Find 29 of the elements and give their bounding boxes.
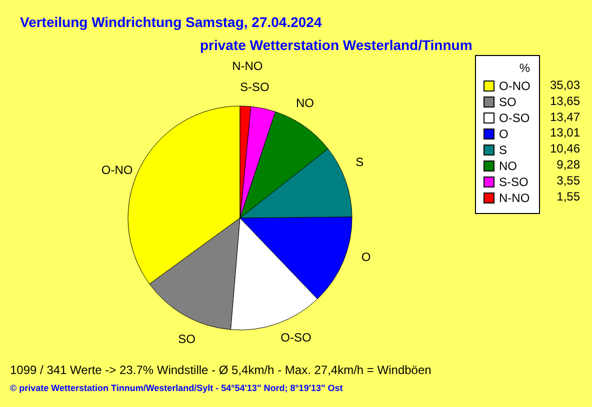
- legend-label: S: [499, 143, 508, 157]
- slice-label: N-NO: [232, 59, 263, 74]
- data-label: 13,65: [550, 94, 580, 108]
- data-label: 1,55: [556, 189, 580, 204]
- text: 1099 / 341 Werte -> 23.7% Windstille - Ø 5,4km/h - Max. 27,4km/h = Windböen: [10, 363, 432, 377]
- data-label: 13,01: [550, 126, 580, 140]
- text: © private Wetterstation Tinnum/Westerland/Sylt - 54°54'13" Nord; 8°19'13" Ost: [10, 383, 343, 393]
- legend-label: O-SO: [499, 111, 530, 125]
- slice-label: SO: [178, 332, 196, 346]
- legend-label: O: [499, 127, 508, 141]
- slice-label: NO: [296, 96, 314, 110]
- chart-subtitle: private Wetterstation Westerland/Tinnum: [200, 37, 472, 53]
- chart-title: Verteilung Windrichtung Samstag, 27.04.2024: [20, 14, 322, 30]
- slice-label: S: [356, 155, 364, 170]
- data-label: 10,46: [550, 142, 580, 156]
- slice-label: O-SO: [280, 330, 312, 345]
- legend-label: O-NO: [499, 79, 530, 93]
- data-label: 13,47: [550, 110, 580, 124]
- legend-label: SO: [499, 95, 516, 109]
- data-label: 35,03: [550, 78, 580, 92]
- legend-label: NO: [499, 159, 517, 173]
- legend-title: %: [519, 61, 530, 75]
- legend-label: N-NO: [499, 191, 530, 205]
- slice-label: O-NO: [101, 162, 133, 177]
- slice-label: S-SO: [240, 80, 270, 94]
- data-label: 3,55: [556, 173, 580, 188]
- data-label: 9,28: [556, 158, 580, 172]
- legend-label: S-SO: [499, 175, 528, 189]
- slice-label: O: [361, 250, 371, 264]
